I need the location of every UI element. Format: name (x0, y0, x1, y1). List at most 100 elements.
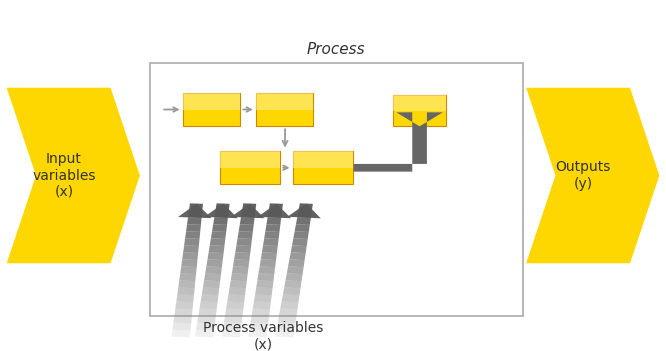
Polygon shape (262, 245, 278, 253)
Polygon shape (180, 266, 196, 274)
Polygon shape (211, 231, 226, 239)
Polygon shape (253, 302, 271, 309)
Polygon shape (233, 259, 249, 267)
Polygon shape (279, 309, 298, 316)
Polygon shape (178, 280, 195, 288)
Polygon shape (241, 210, 255, 218)
Polygon shape (257, 273, 274, 281)
Polygon shape (269, 203, 283, 211)
Polygon shape (171, 330, 190, 337)
Polygon shape (187, 217, 202, 225)
Polygon shape (228, 287, 246, 295)
Polygon shape (286, 273, 302, 281)
Polygon shape (260, 259, 276, 267)
Polygon shape (287, 266, 304, 274)
Polygon shape (275, 330, 294, 337)
Polygon shape (184, 238, 200, 246)
Polygon shape (197, 316, 216, 323)
Polygon shape (195, 330, 214, 337)
Polygon shape (206, 259, 222, 267)
Polygon shape (234, 252, 250, 260)
Polygon shape (188, 210, 202, 218)
Polygon shape (205, 266, 222, 274)
Polygon shape (213, 217, 228, 225)
Polygon shape (225, 309, 243, 316)
Polygon shape (222, 330, 241, 337)
Text: Input
variables
(x): Input variables (x) (32, 152, 96, 199)
Polygon shape (216, 203, 230, 211)
FancyBboxPatch shape (293, 151, 353, 168)
Polygon shape (200, 302, 218, 309)
Polygon shape (235, 245, 251, 253)
Polygon shape (249, 323, 268, 330)
Polygon shape (173, 316, 192, 323)
Polygon shape (198, 309, 216, 316)
Polygon shape (183, 245, 199, 253)
Polygon shape (200, 294, 218, 302)
Bar (150, 63, 523, 316)
Polygon shape (291, 245, 307, 253)
Polygon shape (250, 316, 269, 323)
Polygon shape (208, 252, 224, 260)
Polygon shape (182, 252, 198, 260)
Polygon shape (283, 287, 300, 295)
Polygon shape (185, 231, 200, 239)
FancyBboxPatch shape (256, 93, 313, 126)
Polygon shape (227, 294, 245, 302)
Polygon shape (278, 316, 296, 323)
Polygon shape (189, 203, 203, 211)
Polygon shape (230, 273, 248, 281)
Polygon shape (202, 287, 219, 295)
Polygon shape (196, 323, 215, 330)
FancyBboxPatch shape (183, 93, 240, 126)
Polygon shape (282, 294, 300, 302)
Polygon shape (181, 259, 197, 267)
Polygon shape (231, 204, 264, 218)
Polygon shape (284, 280, 302, 288)
Polygon shape (175, 302, 193, 309)
Polygon shape (204, 273, 221, 281)
Polygon shape (252, 309, 270, 316)
Polygon shape (240, 217, 254, 225)
FancyBboxPatch shape (183, 93, 240, 110)
Polygon shape (214, 210, 228, 218)
Polygon shape (238, 231, 253, 239)
Polygon shape (212, 224, 227, 232)
Polygon shape (255, 287, 272, 295)
Polygon shape (232, 266, 248, 274)
Polygon shape (296, 217, 311, 225)
Polygon shape (172, 323, 191, 330)
Polygon shape (265, 224, 280, 232)
FancyBboxPatch shape (393, 95, 446, 111)
Polygon shape (294, 224, 310, 232)
Polygon shape (264, 231, 280, 239)
Polygon shape (178, 204, 212, 218)
Polygon shape (254, 294, 272, 302)
Polygon shape (174, 309, 192, 316)
Polygon shape (276, 323, 296, 330)
Polygon shape (7, 88, 140, 263)
Polygon shape (208, 245, 224, 253)
FancyBboxPatch shape (220, 151, 280, 184)
Polygon shape (256, 280, 274, 288)
Polygon shape (224, 316, 242, 323)
Polygon shape (258, 266, 275, 274)
Polygon shape (354, 112, 443, 172)
Polygon shape (203, 280, 220, 288)
Polygon shape (526, 88, 659, 263)
Polygon shape (222, 323, 242, 330)
Polygon shape (248, 330, 268, 337)
Polygon shape (298, 203, 313, 211)
Polygon shape (268, 210, 282, 218)
FancyBboxPatch shape (393, 95, 446, 126)
Polygon shape (238, 224, 254, 232)
Polygon shape (292, 238, 308, 246)
Polygon shape (179, 273, 196, 281)
Polygon shape (266, 217, 281, 225)
Polygon shape (176, 294, 194, 302)
Text: Process variables
(x): Process variables (x) (203, 321, 323, 351)
Polygon shape (288, 259, 304, 267)
Polygon shape (236, 238, 252, 246)
Polygon shape (280, 302, 298, 309)
Polygon shape (293, 231, 309, 239)
